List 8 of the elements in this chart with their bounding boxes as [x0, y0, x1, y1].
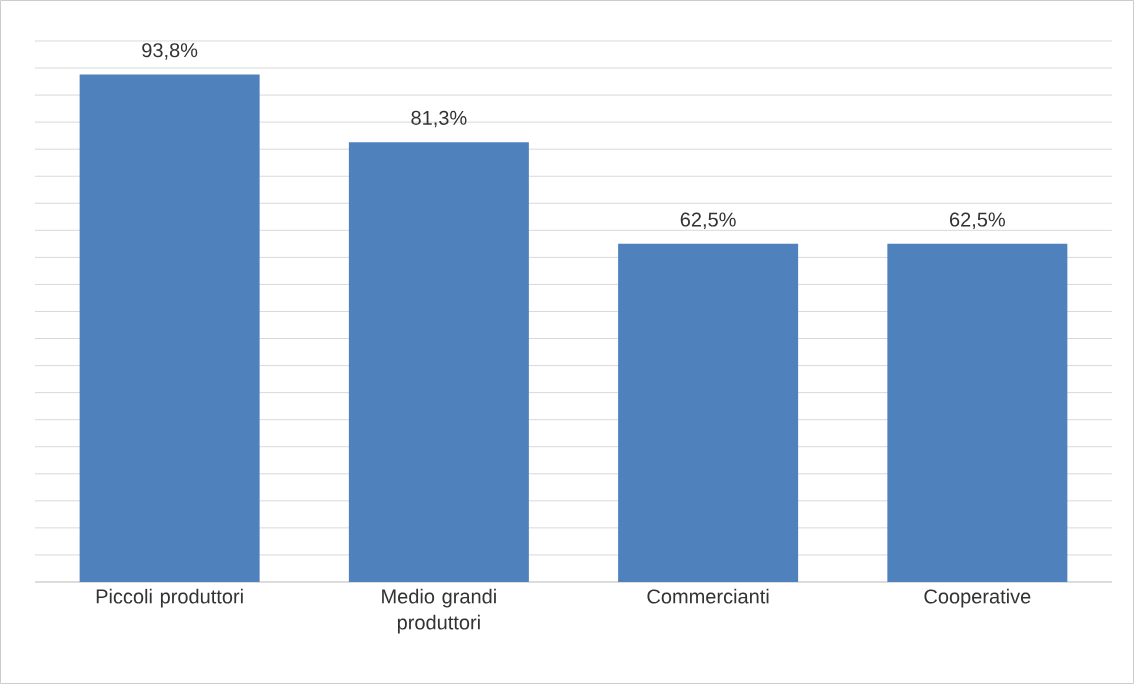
data-label: 93,8%: [142, 43, 198, 60]
data-label: 81,3%: [411, 110, 467, 128]
x-tick-label: Commercianti: [647, 588, 769, 604]
data-label: 62,5%: [950, 212, 1005, 229]
x-tick-label: Piccoli produttori: [96, 588, 243, 608]
data-label: 62,5%: [680, 212, 736, 229]
x-tick-label: Medio grandi produttori: [382, 588, 496, 634]
x-tick-label: Cooperative: [924, 588, 1031, 608]
